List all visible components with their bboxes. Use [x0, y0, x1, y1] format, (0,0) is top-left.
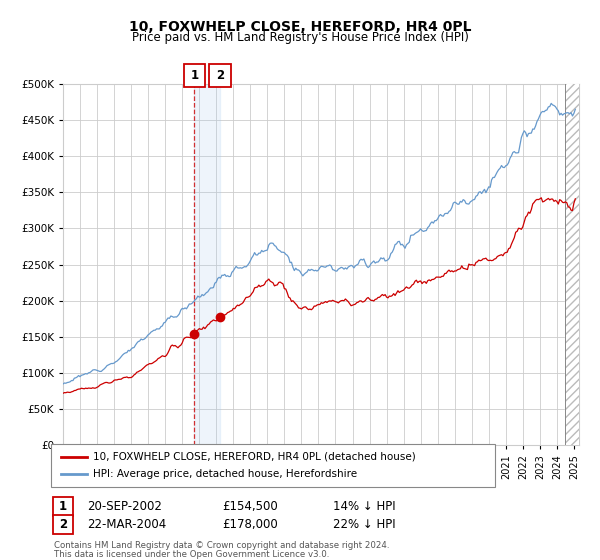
- Text: £178,000: £178,000: [222, 518, 278, 531]
- Text: 2: 2: [216, 69, 224, 82]
- Text: 1: 1: [59, 500, 67, 513]
- Text: 22% ↓ HPI: 22% ↓ HPI: [333, 518, 395, 531]
- Text: Price paid vs. HM Land Registry's House Price Index (HPI): Price paid vs. HM Land Registry's House …: [131, 31, 469, 44]
- Text: 20-SEP-2002: 20-SEP-2002: [87, 500, 162, 513]
- Text: 1: 1: [190, 69, 199, 82]
- Text: 10, FOXWHELP CLOSE, HEREFORD, HR4 0PL (detached house): 10, FOXWHELP CLOSE, HEREFORD, HR4 0PL (d…: [93, 452, 416, 462]
- Text: This data is licensed under the Open Government Licence v3.0.: This data is licensed under the Open Gov…: [54, 550, 329, 559]
- Text: 14% ↓ HPI: 14% ↓ HPI: [333, 500, 395, 513]
- Text: 2: 2: [59, 518, 67, 531]
- Text: HPI: Average price, detached house, Herefordshire: HPI: Average price, detached house, Here…: [93, 469, 357, 479]
- Text: 22-MAR-2004: 22-MAR-2004: [87, 518, 166, 531]
- Bar: [194, 84, 220, 445]
- Text: Contains HM Land Registry data © Crown copyright and database right 2024.: Contains HM Land Registry data © Crown c…: [54, 541, 389, 550]
- Bar: [565, 84, 579, 445]
- Text: £154,500: £154,500: [222, 500, 278, 513]
- Bar: [565, 84, 579, 445]
- Text: 10, FOXWHELP CLOSE, HEREFORD, HR4 0PL: 10, FOXWHELP CLOSE, HEREFORD, HR4 0PL: [129, 20, 471, 34]
